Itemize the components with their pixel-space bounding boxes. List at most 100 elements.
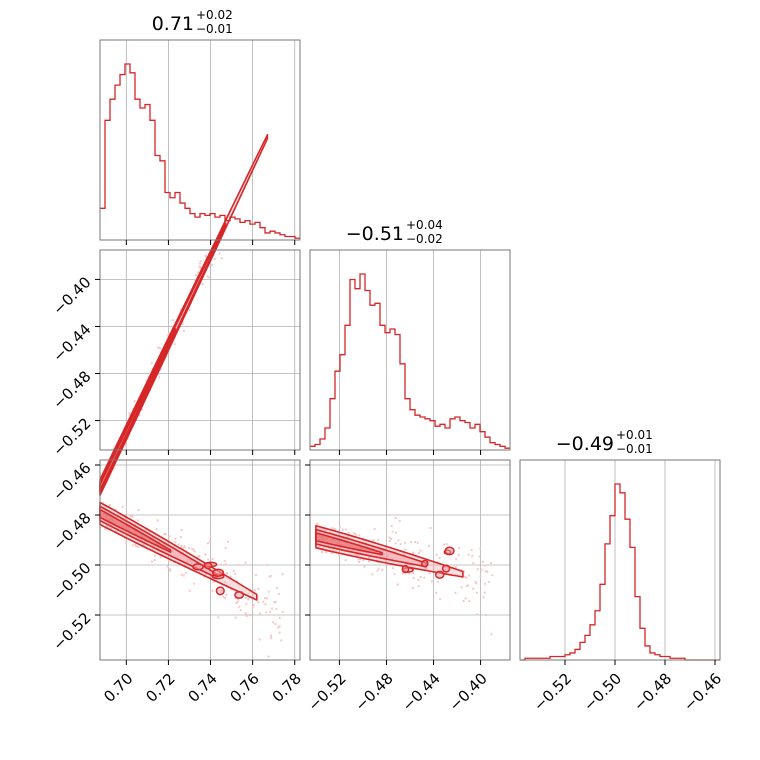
sample-point-2-201: [468, 600, 471, 603]
sample-point-1-154: [281, 573, 284, 576]
sample-point-2-41: [458, 546, 461, 550]
sample-point-2-255: [358, 534, 361, 537]
sample-point-1-247: [121, 505, 124, 508]
sample-point-0-29: [171, 319, 174, 322]
sample-point-1-235: [108, 504, 111, 507]
sample-point-2-159: [429, 526, 432, 530]
sample-point-2-39: [484, 613, 487, 616]
sample-point-1-63: [159, 556, 162, 559]
sample-point-1-125: [236, 600, 239, 603]
sample-point-1-198: [225, 593, 228, 596]
sample-point-2-232: [483, 582, 487, 585]
sample-point-2-32: [362, 558, 365, 562]
x-tick-label-p0-1: 0.72: [142, 670, 178, 706]
sample-point-1-18: [125, 541, 128, 545]
contour-blob-1-3: [203, 562, 213, 570]
sample-point-1-222: [204, 553, 207, 556]
sample-point-2-83: [435, 553, 438, 556]
sample-point-1-194: [245, 603, 248, 606]
sample-point-1-221: [226, 540, 230, 543]
sample-point-2-244: [394, 542, 397, 545]
sample-point-1-20: [223, 581, 226, 584]
sample-point-1-258: [247, 598, 250, 601]
sample-point-1-169: [156, 519, 159, 522]
y-tick-label-p1-0: −0.52: [49, 414, 94, 459]
sample-point-2-215: [404, 541, 407, 544]
sample-point-2-187: [427, 544, 430, 548]
y-tick-label-p1-1: −0.48: [49, 367, 94, 412]
panel-frame-1-1: [309, 249, 511, 451]
sample-point-1-181: [142, 543, 145, 546]
sample-point-1-106: [224, 562, 227, 566]
sample-point-1-66: [239, 609, 242, 612]
sample-point-1-118: [188, 589, 191, 592]
sample-point-2-245: [435, 591, 438, 594]
x-tick-label-p0-0: 0.70: [100, 670, 136, 706]
sample-point-2-167: [423, 576, 426, 579]
sample-point-2-136: [318, 545, 321, 548]
sample-point-1-183: [224, 546, 227, 550]
sample-point-2-113: [460, 586, 463, 589]
sample-point-2-80: [438, 597, 442, 601]
sample-point-2-86: [467, 553, 470, 556]
sample-point-1-65: [211, 589, 214, 592]
sample-point-1-147: [115, 530, 118, 533]
title-plus-1: +0.04: [406, 218, 443, 232]
panel-title-1: −0.51 +0.04−0.02: [346, 218, 443, 246]
sample-point-1-225: [179, 535, 182, 539]
sample-point-2-14: [399, 542, 402, 546]
panel-title-0: 0.71 +0.02−0.01: [152, 8, 233, 36]
sample-point-1-213: [235, 602, 238, 605]
histogram-0: [100, 63, 300, 239]
sample-point-2-10: [483, 591, 486, 594]
sample-point-2-231: [381, 568, 384, 571]
sample-point-2-220: [404, 548, 407, 551]
density-band-2-2: [315, 532, 383, 556]
contour-blob-2-1: [434, 570, 445, 579]
sample-point-2-208: [373, 527, 376, 531]
y-tick-label-p2-1: −0.50: [49, 559, 94, 604]
sample-point-2-241: [438, 556, 441, 560]
x-tick-label-p1-3: −0.40: [446, 670, 491, 715]
sample-point-1-143: [276, 586, 279, 589]
x-tick-label-p2-2: −0.48: [630, 670, 675, 715]
sample-point-0-156: [158, 376, 161, 379]
y-tick-label-p1-3: −0.40: [49, 273, 94, 318]
sample-point-1-217: [180, 528, 183, 532]
density-layer: [99, 134, 464, 601]
sample-point-1-15: [281, 610, 284, 613]
sample-point-1-57: [265, 611, 268, 614]
sample-point-2-122: [409, 540, 413, 544]
sample-point-2-117: [472, 587, 475, 590]
sample-point-1-216: [274, 622, 277, 626]
sample-point-1-27: [104, 528, 107, 531]
panel-frame-2-2: [519, 459, 721, 661]
sample-point-1-82: [244, 596, 247, 600]
sample-point-2-174: [454, 591, 457, 594]
sample-point-2-76: [464, 597, 467, 600]
sample-point-2-247: [315, 522, 318, 525]
sample-point-2-154: [445, 542, 448, 546]
histogram-1: [310, 273, 510, 449]
sample-point-1-254: [198, 555, 201, 558]
title-median-0: 0.71: [152, 13, 194, 35]
sample-point-2-9: [377, 567, 380, 570]
sample-point-2-128: [347, 531, 350, 534]
sample-point-2-239: [490, 633, 493, 636]
sample-point-2-27: [388, 536, 391, 539]
sample-point-2-24: [386, 563, 389, 567]
text-layer: 0.70 0.72 0.74 0.76 0.78 −0.52 −0.48 −0.44 −0.40…: [49, 8, 725, 715]
title-minus-0: −0.01: [196, 22, 233, 36]
sample-point-1-56: [269, 634, 273, 637]
contour-blob-1-6: [215, 586, 225, 596]
sample-point-2-155: [483, 564, 487, 567]
sample-point-1-107: [222, 595, 225, 598]
sample-point-0-23: [133, 400, 136, 403]
sample-point-1-9: [237, 563, 240, 567]
x-tick-label-p1-2: −0.44: [399, 670, 444, 715]
sample-point-2-90: [482, 596, 485, 599]
title-plus-2: +0.01: [616, 428, 653, 442]
sample-point-2-249: [323, 529, 326, 532]
sample-point-2-149: [384, 560, 387, 563]
sample-point-2-195: [480, 568, 483, 571]
